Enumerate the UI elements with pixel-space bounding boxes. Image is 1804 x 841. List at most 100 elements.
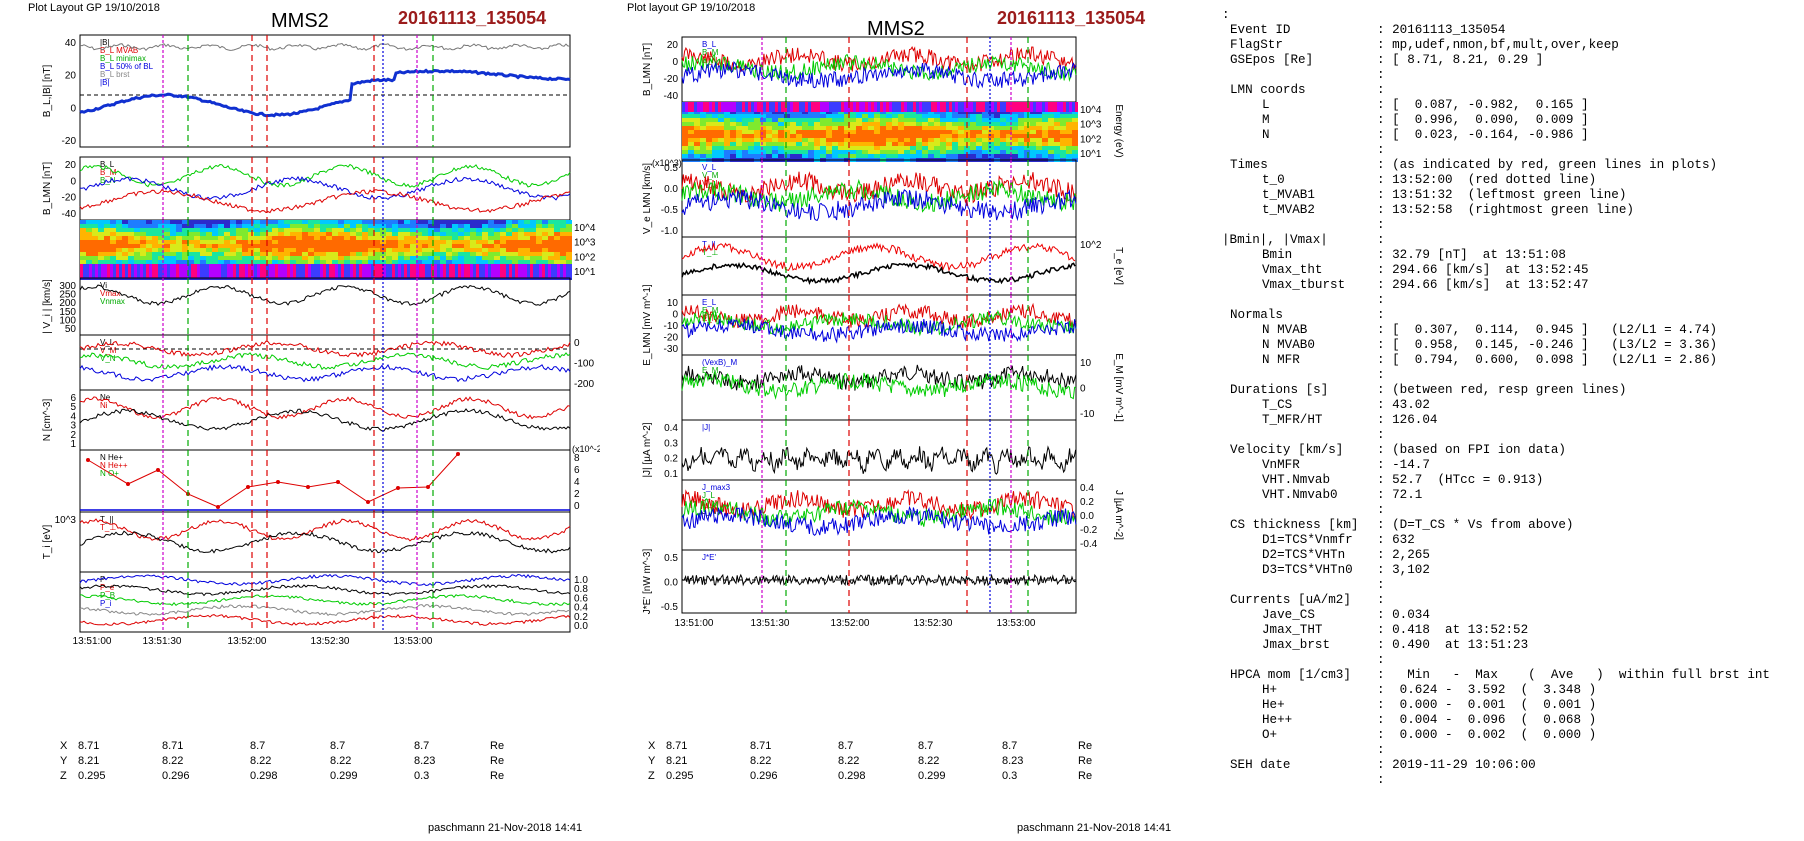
spectrogram-cell xyxy=(362,236,368,240)
spectrogram-cell xyxy=(928,150,934,154)
spectrogram-cell xyxy=(745,102,748,112)
spectrogram-cell xyxy=(170,236,176,240)
spectrogram-cell xyxy=(724,130,730,134)
legend-entry: V_N xyxy=(100,354,116,363)
spectrogram-cell xyxy=(386,256,392,260)
spectrogram-cell xyxy=(152,220,158,224)
spectrogram-cell xyxy=(856,134,862,138)
spectrogram-cell xyxy=(146,228,152,232)
spectrogram-cell xyxy=(260,232,266,236)
spectrogram-cell xyxy=(1048,146,1054,150)
spectrogram-cell xyxy=(164,260,170,264)
spectrogram-cell xyxy=(434,264,437,278)
spectrogram-cell xyxy=(566,256,572,260)
spectrogram-cell xyxy=(1054,114,1060,118)
spectrogram-cell xyxy=(548,236,554,240)
spectrogram-cell xyxy=(374,252,380,256)
spectrogram-cell xyxy=(326,264,329,278)
spectrogram-cell xyxy=(92,252,98,256)
spectrogram-cell xyxy=(1036,150,1042,154)
info-key: SEH date xyxy=(1230,758,1291,772)
spectrogram-cell xyxy=(458,256,464,260)
spectrogram-cell xyxy=(152,244,158,248)
spectrogram-cell xyxy=(482,232,488,236)
spectrogram-cell xyxy=(359,264,362,278)
spectrogram-cell xyxy=(350,264,353,278)
spectrogram-cell xyxy=(718,114,724,118)
info-value: : 32.79 [nT] at 13:51:08 xyxy=(1377,248,1566,262)
info-key: Bmin xyxy=(1262,248,1293,262)
series-line xyxy=(681,371,1076,400)
spectrogram-cell xyxy=(1042,118,1048,122)
info-key: HPCA mom [1/cm3] xyxy=(1230,668,1351,682)
spectrogram-cell xyxy=(338,240,344,244)
info-row: : xyxy=(1222,293,1797,308)
y-tick-label: 0 xyxy=(672,310,678,321)
y-axis-label: V_e LMN [km/s] xyxy=(642,163,653,234)
spectrogram-cell xyxy=(832,130,838,134)
spectrogram-cell xyxy=(844,146,850,150)
spectrogram-cell xyxy=(212,228,218,232)
data-point xyxy=(396,486,400,490)
spectrogram-cell xyxy=(344,264,347,278)
spectrogram-cell xyxy=(392,248,398,252)
spectrogram-cell xyxy=(940,142,946,146)
spectrogram-cell xyxy=(524,252,530,256)
spectrogram-cell xyxy=(308,240,314,244)
spectrogram-cell xyxy=(98,228,104,232)
spectrogram-cell xyxy=(1075,102,1078,112)
spectrogram-cell xyxy=(916,150,922,154)
y-tick-label: 150 xyxy=(59,307,76,318)
spectrogram-cell xyxy=(392,244,398,248)
spectrogram-cell xyxy=(266,232,272,236)
spectrogram-cell xyxy=(512,236,518,240)
spectrogram-cell xyxy=(422,236,428,240)
spectrogram-cell xyxy=(410,228,416,232)
spectrogram-cell xyxy=(982,154,988,158)
spectrogram-cell xyxy=(880,102,883,112)
spectrogram-cell xyxy=(206,240,212,244)
spectrogram-cell xyxy=(712,102,715,112)
spectrogram-cell xyxy=(916,134,922,138)
spectrogram-cell xyxy=(143,264,146,278)
info-row: Vmax_tburst: 294.66 [km/s] at 13:52:47 xyxy=(1222,278,1797,293)
spectrogram-cell xyxy=(278,260,284,264)
x-tick-label: 13:51:00 xyxy=(73,636,112,647)
spectrogram-cell xyxy=(254,248,260,252)
spectrogram-cell xyxy=(494,244,500,248)
spectrogram-cell xyxy=(796,126,802,130)
spectrogram-cell xyxy=(176,240,182,244)
spectrogram-cell xyxy=(1036,102,1039,112)
spectrogram-cell xyxy=(206,224,212,228)
x-tick-label: 13:52:00 xyxy=(831,618,870,629)
legend-entry: P_B xyxy=(100,591,115,600)
info-row: Jave_CS: 0.034 xyxy=(1222,608,1797,623)
spectrogram-cell xyxy=(224,240,230,244)
spectrogram-cell xyxy=(284,252,290,256)
spectrogram-cell xyxy=(146,232,152,236)
spectrogram-cell xyxy=(700,150,706,154)
spectrogram-cell xyxy=(892,130,898,134)
spectrogram-cell xyxy=(320,236,326,240)
right-title: MMS2 xyxy=(867,18,925,40)
spectrogram-cell xyxy=(880,138,886,142)
spectrogram-cell xyxy=(754,126,760,130)
coord-value: 8.7 xyxy=(414,740,430,752)
spectrogram-cell xyxy=(344,248,350,252)
spectrogram-cell xyxy=(332,264,335,278)
y-tick-label: 2 xyxy=(70,430,76,441)
info-value: : (based on FPI ion data) xyxy=(1377,443,1566,457)
spectrogram-cell xyxy=(368,244,374,248)
spectrogram-cell xyxy=(266,220,272,224)
spectrogram-cell xyxy=(1054,138,1060,142)
spectrogram-cell xyxy=(868,118,874,122)
spectrogram-cell xyxy=(188,252,194,256)
info-row: VHT.Nmvab: 52.7 (HTcc = 0.913) xyxy=(1222,473,1797,488)
legend-entry: N He++ xyxy=(100,461,128,470)
spectrogram-cell xyxy=(446,224,452,228)
spectrogram-cell xyxy=(398,248,404,252)
spectrogram-cell xyxy=(218,244,224,248)
spectrogram-cell xyxy=(736,126,742,130)
spectrogram-cell xyxy=(886,138,892,142)
